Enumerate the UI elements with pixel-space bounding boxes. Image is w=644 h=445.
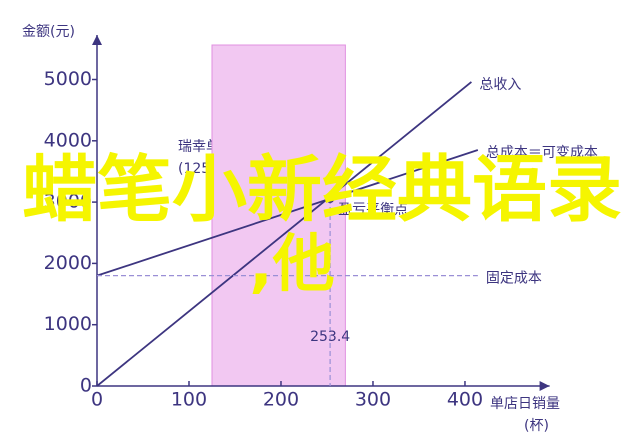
series-label: 总成本＝可变成本: [486, 145, 598, 161]
series-line: [96, 81, 472, 387]
y-tick-label: 1000: [44, 313, 92, 335]
breakeven-point: [326, 195, 335, 204]
x-axis-label: (杯): [524, 418, 549, 434]
y-tick-label: 3000: [44, 191, 92, 213]
x-tick-label: 400: [447, 389, 483, 411]
x-tick-label: 200: [263, 389, 299, 411]
y-tick-label: 2000: [44, 252, 92, 274]
breakeven-value: 253.4: [310, 329, 350, 345]
overlay-text: ,他: [249, 227, 335, 300]
series-label: 总收入: [479, 77, 521, 93]
y-axis-arrow: [92, 35, 102, 45]
y-axis-label: 金额(元): [22, 24, 75, 40]
breakeven-label: 盈亏平衡点: [338, 202, 408, 218]
y-tick-label: 4000: [44, 129, 92, 151]
series-line: [96, 149, 479, 277]
x-tick-label: 0: [91, 389, 103, 411]
x-tick-label: 300: [355, 389, 391, 411]
y-tick-label: 5000: [44, 68, 92, 90]
x-axis-arrow: [539, 381, 550, 391]
x-tick-label: 100: [171, 389, 207, 411]
series-label: 固定成本: [486, 271, 542, 287]
x-axis-label: 单店日销量: [490, 396, 560, 412]
overlay-text: 蜡笔小新经典语录: [22, 148, 622, 232]
y-tick-label: 0: [80, 375, 92, 397]
